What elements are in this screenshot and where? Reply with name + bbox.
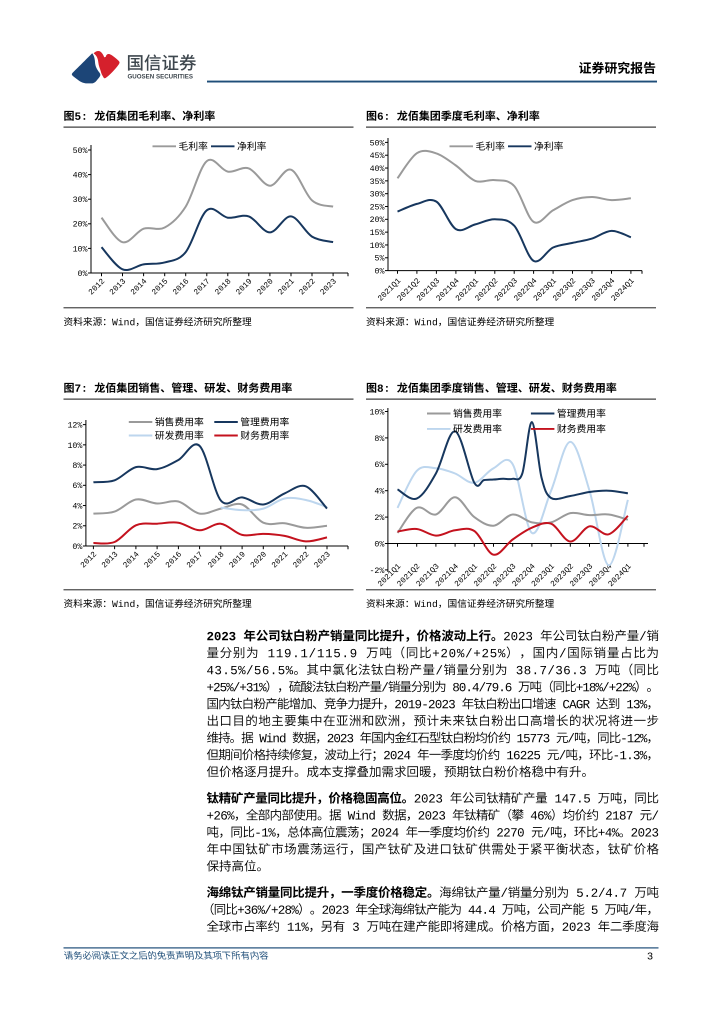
svg-text:20%: 20% (370, 216, 385, 225)
svg-text:0%: 0% (72, 543, 82, 552)
svg-text:2014: 2014 (122, 550, 142, 570)
svg-text:4%: 4% (374, 488, 384, 497)
svg-text:20%: 20% (73, 221, 88, 230)
svg-text:12%: 12% (67, 422, 82, 431)
svg-text:30%: 30% (370, 191, 385, 200)
svg-text:50%: 50% (370, 139, 385, 148)
svg-text:2013: 2013 (100, 550, 120, 570)
svg-text:2013: 2013 (108, 277, 128, 297)
svg-text:4%: 4% (72, 502, 82, 511)
svg-text:2016: 2016 (171, 277, 191, 297)
svg-text:2018: 2018 (213, 277, 233, 297)
svg-text:2018: 2018 (206, 550, 226, 570)
svg-text:40%: 40% (73, 172, 88, 181)
svg-text:25%: 25% (370, 203, 385, 212)
svg-text:30%: 30% (73, 196, 88, 205)
svg-text:8%: 8% (374, 435, 384, 444)
svg-text:0%: 0% (375, 268, 385, 277)
svg-text:2%: 2% (374, 514, 384, 523)
svg-text:6%: 6% (374, 461, 384, 470)
svg-text:2012: 2012 (87, 277, 107, 297)
svg-text:0%: 0% (78, 270, 88, 279)
svg-text:2022: 2022 (291, 550, 311, 570)
svg-text:GUOSEN SECURITIES: GUOSEN SECURITIES (128, 73, 194, 80)
svg-text:2019: 2019 (228, 550, 248, 570)
svg-text:2021: 2021 (270, 550, 290, 570)
svg-text:2022: 2022 (298, 277, 318, 297)
svg-text:15%: 15% (370, 229, 385, 238)
svg-text:2014: 2014 (129, 277, 149, 297)
svg-text:40%: 40% (370, 165, 385, 174)
svg-text:6%: 6% (72, 482, 82, 491)
svg-text:2019: 2019 (234, 277, 254, 297)
svg-text:2012: 2012 (79, 550, 99, 570)
svg-text:45%: 45% (370, 152, 385, 161)
svg-text:10%: 10% (369, 408, 384, 417)
svg-text:2017: 2017 (185, 550, 205, 570)
svg-text:2021: 2021 (277, 277, 297, 297)
svg-text:2016: 2016 (164, 550, 184, 570)
svg-text:5%: 5% (375, 255, 385, 264)
svg-text:10%: 10% (73, 245, 88, 254)
svg-text:8%: 8% (72, 462, 82, 471)
svg-text:2023: 2023 (313, 550, 333, 570)
svg-text:50%: 50% (73, 147, 88, 156)
svg-text:0%: 0% (374, 540, 384, 549)
svg-text:10%: 10% (370, 242, 385, 251)
svg-text:2023: 2023 (319, 277, 339, 297)
svg-text:2020: 2020 (256, 277, 276, 297)
svg-text:2020: 2020 (249, 550, 269, 570)
svg-text:35%: 35% (370, 178, 385, 187)
svg-text:2015: 2015 (150, 277, 170, 297)
svg-text:10%: 10% (67, 442, 82, 451)
svg-text:2%: 2% (72, 523, 82, 532)
svg-text:-2%: -2% (369, 567, 384, 576)
svg-text:2017: 2017 (192, 277, 212, 297)
svg-text:3: 3 (647, 951, 653, 963)
svg-text:2015: 2015 (143, 550, 163, 570)
